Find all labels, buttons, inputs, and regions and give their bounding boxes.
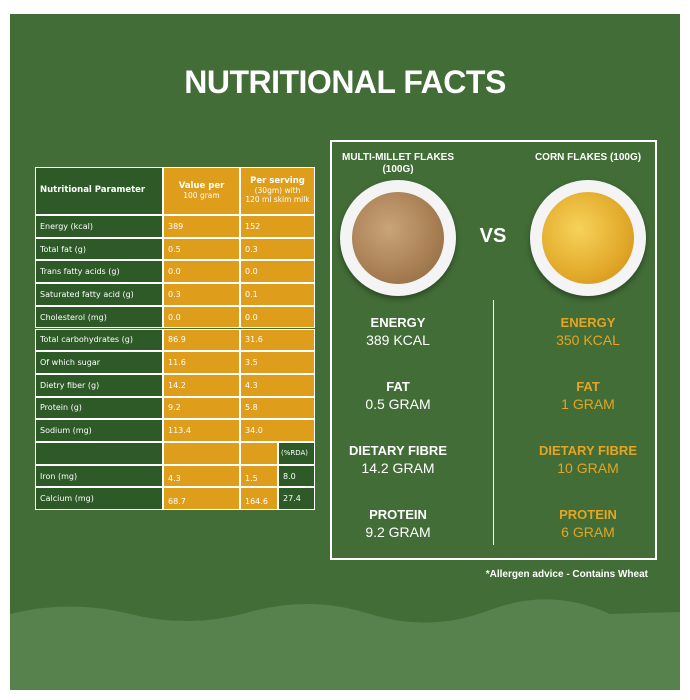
table-value: 113.4: [163, 419, 240, 442]
stat-value: 6 GRAM: [561, 524, 615, 540]
title: NUTRITIONAL FACTS: [184, 64, 506, 100]
header-title: Per serving: [250, 176, 305, 187]
stat-value: 1 GRAM: [561, 396, 615, 412]
cereal: [352, 192, 444, 284]
bowl-image: [340, 180, 456, 296]
cereal: [542, 192, 634, 284]
table-value: 164.6: [240, 487, 278, 511]
table-value: 152: [240, 215, 315, 238]
table-parameter: Cholesterol (mg): [35, 305, 163, 329]
stat-label: FAT: [576, 379, 600, 394]
table-value: 1.5: [240, 464, 278, 488]
header-subtitle: 100 gram: [183, 190, 220, 200]
stat-value: 0.5 GRAM: [365, 396, 431, 412]
table-value: 31.6: [240, 328, 315, 352]
table-value: 9.2: [163, 396, 240, 420]
table-blank: [240, 442, 278, 465]
table-value: 0.5: [163, 237, 240, 261]
header-title: Nutritional Parameter: [40, 185, 146, 196]
stat-label: DIETARY FIBRE: [349, 443, 447, 458]
stat-label: FAT: [386, 379, 410, 394]
divider: [493, 300, 494, 545]
stat-value: 14.2 GRAM: [361, 460, 435, 476]
table-value: 0.3: [240, 237, 315, 261]
comparison-panel: [330, 140, 657, 560]
header-subtitle: (30gm) with: [254, 186, 301, 196]
table-value: 5.8: [240, 396, 315, 420]
table-parameter: Of which sugar: [35, 351, 163, 374]
table-parameter: Sodium (mg): [35, 419, 163, 442]
table-parameter: Saturated fatty acid (g): [35, 283, 163, 306]
stat-value: 389 KCAL: [366, 332, 430, 348]
table-value: 3.5: [240, 351, 315, 374]
table-parameter: Total carbohydrates (g): [35, 328, 163, 352]
table-blank: [163, 442, 240, 465]
stat-value: 10 GRAM: [557, 460, 619, 476]
table-value: 0.0: [240, 305, 315, 329]
rda-label: (%RDA): [278, 442, 315, 465]
stat-label: ENERGY: [560, 315, 616, 330]
table-header: Nutritional Parameter: [35, 167, 163, 215]
table-parameter: Energy (kcal): [35, 215, 163, 238]
table-value: 86.9: [163, 328, 240, 352]
table-header: Value per 100 gram: [163, 167, 240, 215]
table-value: 14.2: [163, 373, 240, 397]
table-header: Per serving (30gm) with 120 ml skim milk: [240, 167, 315, 215]
table-value: 0.1: [240, 283, 315, 306]
stat-label: PROTEIN: [559, 507, 617, 522]
header-title: Value per: [178, 180, 225, 191]
product-name: CORN FLAKES (100G): [534, 152, 642, 163]
header-subtitle: 120 ml skim milk: [245, 194, 310, 204]
stat-label: DIETARY FIBRE: [539, 443, 637, 458]
table-value: 4.3: [163, 464, 240, 488]
vs-label: VS: [479, 225, 507, 247]
bowl-image: [530, 180, 646, 296]
product-name: MULTI-MILLET FLAKES (100G): [341, 152, 455, 175]
table-value: 68.7: [163, 487, 240, 511]
stat-value: 350 KCAL: [556, 332, 620, 348]
table-parameter: Iron (mg): [35, 464, 163, 488]
table-value: 0.3: [163, 283, 240, 306]
stat-value: 9.2 GRAM: [365, 524, 431, 540]
table-value: 4.3: [240, 373, 315, 397]
table-value: 11.6: [163, 351, 240, 374]
table-parameter: Protein (g): [35, 396, 163, 420]
table-value: 8.0: [278, 464, 315, 488]
table-value: 389: [163, 215, 240, 238]
table-blank: [35, 442, 163, 465]
table-value: 27.4: [278, 487, 315, 511]
table-value: 0.0: [240, 260, 315, 284]
village-illustration: [10, 599, 680, 690]
table-value: 34.0: [240, 419, 315, 442]
allergen-note: *Allergen advice - Contains Wheat: [485, 569, 648, 580]
table-parameter: Trans fatty acids (g): [35, 260, 163, 284]
table-value: 0.0: [163, 260, 240, 284]
stat-label: ENERGY: [370, 315, 426, 330]
stat-label: PROTEIN: [369, 507, 427, 522]
table-value: 0.0: [163, 305, 240, 329]
table-parameter: Dietry fiber (g): [35, 373, 163, 397]
table-parameter: Total fat (g): [35, 237, 163, 261]
table-parameter: Calcium (mg): [35, 487, 163, 511]
